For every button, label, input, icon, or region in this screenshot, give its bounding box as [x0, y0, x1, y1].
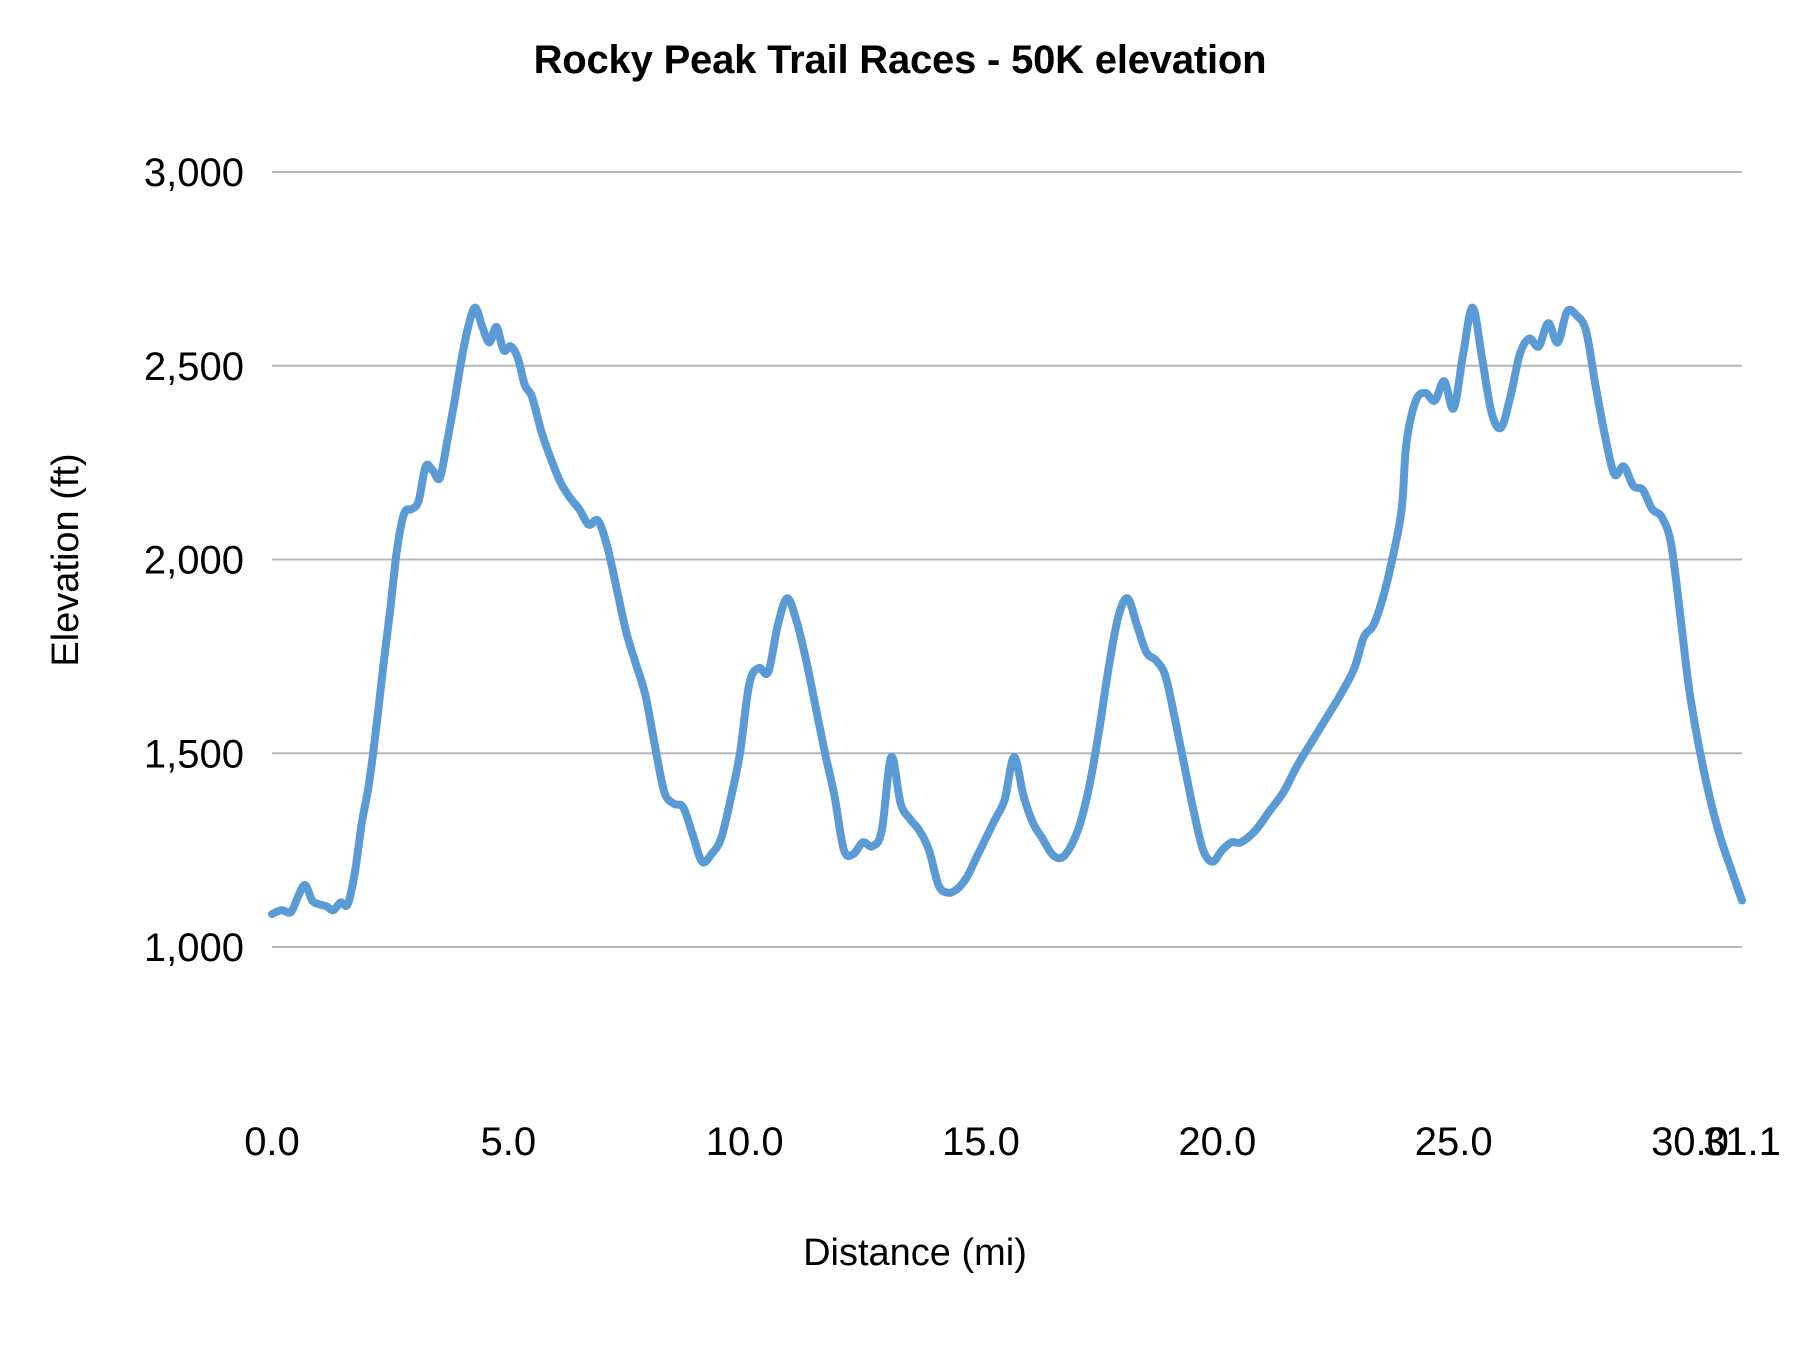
y-axis-tick-label: 2,000: [144, 539, 244, 583]
x-axis-tick-label: 15.0: [942, 1120, 1020, 1164]
x-axis-title: Distance (mi): [803, 1232, 1027, 1274]
elevation-series-line: [268, 303, 1746, 919]
chart-title: Rocky Peak Trail Races - 50K elevation: [533, 38, 1267, 82]
x-axis-tick-label: 30.0: [1651, 1120, 1729, 1164]
y-axis-tick-label: 2,500: [144, 345, 244, 389]
y-axis-tick-label: 1,000: [144, 926, 244, 970]
x-axis-tick-label: 20.0: [1178, 1120, 1256, 1164]
x-axis-tick-label: 31.1: [1703, 1120, 1781, 1164]
y-axis-tick-label: 3,000: [144, 151, 244, 195]
x-axis-tick-label: 25.0: [1415, 1120, 1493, 1164]
x-axis-tick-label: 0.0: [244, 1120, 300, 1164]
y-axis-tick-labels: 1,000 1,500 2,000 2,500 3,000: [144, 151, 244, 970]
x-axis-tick-labels: 0.0 5.0 10.0 15.0 20.0 25.0 30.031.1: [244, 1120, 1781, 1164]
y-axis-tick-label: 1,500: [144, 732, 244, 776]
gridlines-group: [272, 171, 1742, 948]
x-axis-tick-label: 5.0: [481, 1120, 537, 1164]
x-axis-tick-label: 10.0: [706, 1120, 784, 1164]
y-axis-title: Elevation (ft): [45, 453, 87, 666]
